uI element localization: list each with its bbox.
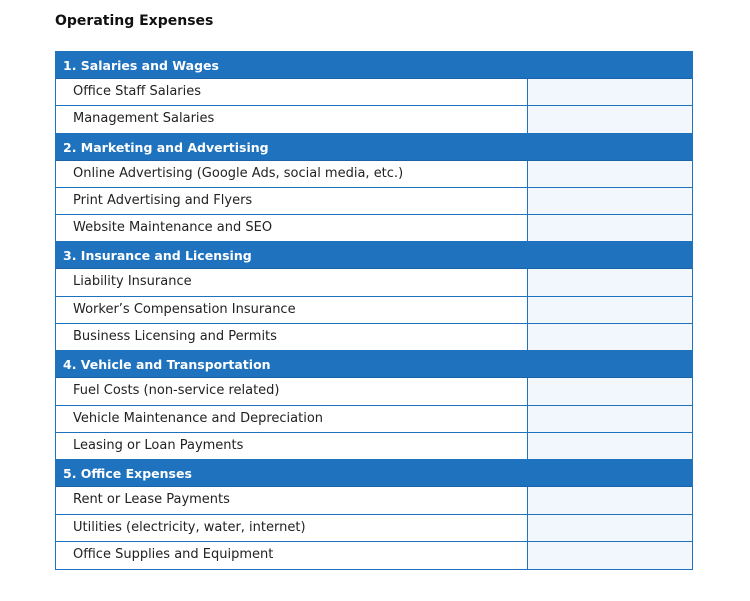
expense-row: Website Maintenance and SEO [56, 215, 692, 243]
amount-cell[interactable] [528, 215, 692, 242]
expense-row: Office Supplies and Equipment [56, 541, 692, 570]
expense-label: Fuel Costs (non-service related) [56, 378, 528, 405]
section-heading: 4. Vehicle and Transportation [56, 351, 692, 379]
amount-cell[interactable] [528, 405, 692, 432]
amount-cell[interactable] [528, 487, 692, 514]
section-heading: 5. Office Expenses [56, 460, 692, 488]
amount-cell[interactable] [528, 324, 692, 351]
expense-row: Worker’s Compensation Insurance [56, 296, 692, 325]
section-heading: 2. Marketing and Advertising [56, 133, 692, 161]
expense-row: Business Licensing and Permits [56, 324, 692, 352]
amount-cell[interactable] [528, 432, 692, 460]
expense-label: Leasing or Loan Payments [56, 432, 528, 460]
amount-cell[interactable] [528, 160, 692, 187]
expense-row: Liability Insurance [56, 269, 692, 297]
amount-cell[interactable] [528, 79, 692, 106]
expense-row: Leasing or Loan Payments [56, 432, 692, 461]
expense-label: Office Supplies and Equipment [56, 541, 528, 570]
amount-cell[interactable] [528, 296, 692, 324]
expense-label: Website Maintenance and SEO [56, 215, 528, 242]
expense-label: Management Salaries [56, 106, 528, 133]
expense-label: Vehicle Maintenance and Depreciation [56, 405, 528, 432]
expense-row: Fuel Costs (non-service related) [56, 378, 692, 406]
expense-row: Vehicle Maintenance and Depreciation [56, 405, 692, 433]
expense-row: Rent or Lease Payments [56, 487, 692, 515]
amount-cell[interactable] [528, 187, 692, 215]
expense-label: Rent or Lease Payments [56, 487, 528, 514]
amount-cell[interactable] [528, 269, 692, 296]
section-heading: 3. Insurance and Licensing [56, 242, 692, 270]
amount-cell[interactable] [528, 378, 692, 405]
expense-label: Liability Insurance [56, 269, 528, 296]
expense-row: Online Advertising (Google Ads, social m… [56, 160, 692, 188]
amount-cell[interactable] [528, 541, 692, 570]
expense-label: Online Advertising (Google Ads, social m… [56, 160, 528, 187]
expense-row: Utilities (electricity, water, internet) [56, 514, 692, 542]
expense-label: Business Licensing and Permits [56, 324, 528, 351]
expense-row: Office Staff Salaries [56, 79, 692, 107]
expense-row: Print Advertising and Flyers [56, 187, 692, 216]
section-heading: 1. Salaries and Wages [56, 52, 692, 79]
expense-label: Print Advertising and Flyers [56, 187, 528, 215]
expense-row: Management Salaries [56, 106, 692, 134]
expense-label: Worker’s Compensation Insurance [56, 296, 528, 324]
title: Operating Expenses [55, 13, 214, 29]
expense-label: Office Staff Salaries [56, 79, 528, 106]
amount-cell[interactable] [528, 514, 692, 541]
expense-label: Utilities (electricity, water, internet) [56, 514, 528, 541]
expense-table: 1. Salaries and Wages Office Staff Salari… [55, 51, 693, 571]
amount-cell[interactable] [528, 106, 692, 133]
